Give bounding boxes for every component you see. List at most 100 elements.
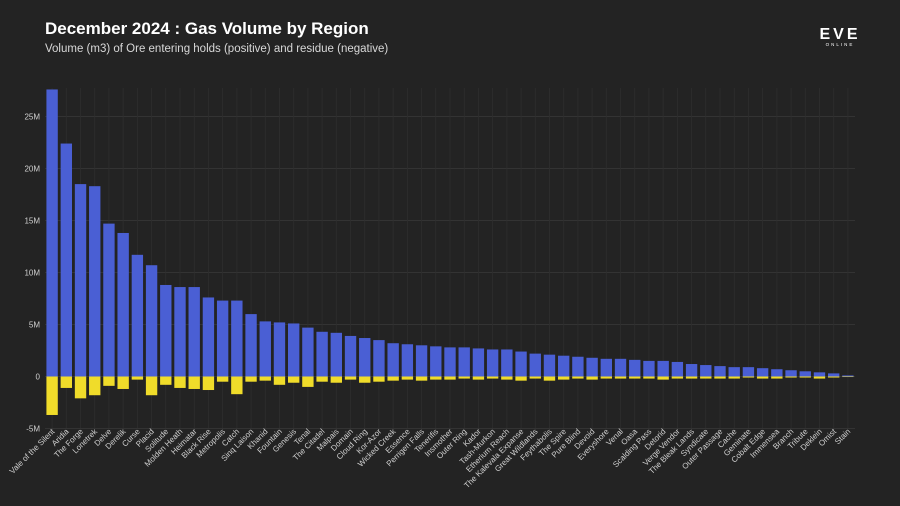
bar-negative	[245, 376, 257, 382]
bar-negative	[131, 376, 144, 380]
bar-positive	[472, 348, 485, 377]
y-tick-label: -5M	[26, 425, 40, 434]
bar-positive	[728, 367, 740, 377]
y-tick-label: 5M	[29, 321, 40, 330]
bar-positive	[174, 287, 186, 377]
bar-negative	[216, 376, 229, 382]
bar-negative	[486, 376, 499, 379]
bar-negative	[543, 376, 556, 381]
bar-positive	[131, 254, 144, 377]
bar-negative	[103, 376, 115, 386]
bar-negative	[373, 376, 385, 382]
bar-negative	[472, 376, 485, 380]
bar-negative	[316, 376, 328, 382]
bar-negative	[586, 376, 598, 380]
bar-negative	[685, 376, 698, 379]
bar-positive	[771, 369, 783, 377]
bar-positive	[643, 360, 655, 377]
bar-negative	[430, 376, 442, 380]
bar-positive	[288, 323, 300, 377]
y-tick-label: 15M	[24, 217, 40, 226]
bar-negative	[458, 376, 470, 379]
bar-negative	[700, 376, 712, 379]
bar-positive	[216, 300, 229, 377]
x-tick-label: Vale of the Silent	[8, 427, 57, 476]
bar-negative	[117, 376, 129, 389]
bar-negative	[799, 376, 811, 378]
bar-negative	[643, 376, 655, 379]
chart-title: December 2024 : Gas Volume by Region	[45, 19, 369, 38]
bar-negative	[785, 376, 797, 378]
bar-positive	[430, 346, 442, 377]
bar-positive	[387, 343, 399, 377]
bar-negative	[714, 376, 726, 379]
bar-negative	[444, 376, 456, 380]
bar-negative	[813, 376, 826, 379]
bar-positive	[714, 366, 726, 377]
y-tick-label: 20M	[24, 165, 40, 174]
bar-positive	[74, 184, 87, 377]
bar-positive	[756, 368, 769, 377]
bar-negative	[302, 376, 314, 387]
bar-positive	[444, 347, 456, 377]
bar-positive	[273, 322, 286, 377]
bar-positive	[46, 89, 58, 377]
bar-positive	[401, 344, 414, 377]
bar-negative	[558, 376, 570, 380]
bars	[46, 89, 854, 415]
bar-positive	[330, 332, 342, 377]
bar-negative	[387, 376, 399, 381]
bar-negative	[600, 376, 612, 379]
bar-negative	[515, 376, 527, 381]
bar-positive	[629, 359, 641, 377]
bar-positive	[458, 347, 470, 377]
bar-positive	[842, 375, 854, 377]
bar-negative	[401, 376, 414, 380]
bar-negative	[273, 376, 286, 385]
bar-positive	[245, 314, 257, 377]
bar-positive	[785, 370, 797, 377]
bar-positive	[231, 300, 243, 377]
bar-positive	[671, 361, 684, 377]
bar-negative	[259, 376, 271, 381]
bar-negative	[46, 376, 58, 415]
bar-positive	[160, 284, 172, 377]
bar-positive	[359, 338, 371, 377]
bar-negative	[629, 376, 641, 379]
y-tick-label: 0	[36, 373, 41, 382]
bar-negative	[330, 376, 342, 383]
bar-negative	[728, 376, 740, 379]
bar-positive	[657, 360, 669, 377]
bar-negative	[756, 376, 769, 379]
bar-positive	[415, 345, 428, 377]
bar-negative	[344, 376, 357, 380]
bar-negative	[74, 376, 87, 399]
bar-positive	[344, 335, 357, 377]
bar-positive	[813, 372, 826, 377]
bar-negative	[60, 376, 72, 388]
bar-positive	[501, 349, 513, 377]
bar-positive	[529, 353, 541, 377]
bar-positive	[614, 358, 627, 377]
bar-negative	[188, 376, 200, 389]
bar-negative	[89, 376, 101, 396]
bar-negative	[174, 376, 186, 388]
bar-positive	[316, 331, 328, 377]
bar-negative	[529, 376, 541, 379]
bar-positive	[302, 327, 314, 377]
bar-negative	[288, 376, 300, 383]
bar-negative	[145, 376, 158, 396]
y-tick-label: 10M	[24, 269, 40, 278]
bar-positive	[700, 365, 712, 377]
bar-positive	[828, 373, 840, 377]
bar-positive	[259, 321, 271, 377]
logo-subtext: ONLINE	[826, 42, 855, 47]
bar-negative	[614, 376, 627, 379]
x-tick-label: Stain	[833, 427, 852, 446]
bar-positive	[600, 358, 612, 377]
bar-negative	[771, 376, 783, 379]
bar-negative	[160, 376, 172, 385]
bar-negative	[415, 376, 428, 381]
